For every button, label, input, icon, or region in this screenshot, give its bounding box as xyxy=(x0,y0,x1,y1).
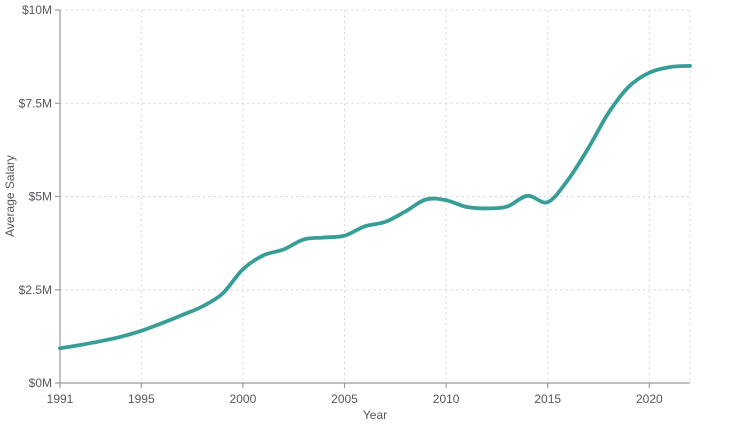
x-tick-label-2010: 2010 xyxy=(433,392,460,406)
y-tick-label-2.5: $2.5M xyxy=(19,283,52,297)
x-tick-label-2005: 2005 xyxy=(331,392,358,406)
x-tick-label-2000: 2000 xyxy=(230,392,257,406)
vertical-gridlines xyxy=(140,10,691,383)
y-tick-label-7.5: $7.5M xyxy=(19,96,52,110)
y-tick-label-10: $10M xyxy=(22,3,52,17)
y-tick-labels: $0M $2.5M $5M $7.5M $10M xyxy=(19,3,52,390)
x-tick-label-1991: 1991 xyxy=(47,392,74,406)
y-tick-label-0: $0M xyxy=(29,376,52,390)
x-tick-label-1995: 1995 xyxy=(128,392,155,406)
x-axis-title: Year xyxy=(363,408,387,422)
y-axis-title: Average Salary xyxy=(3,155,17,237)
x-tick-labels: 1991 1995 2000 2005 2010 2015 2020 xyxy=(47,392,663,406)
x-tick-label-2015: 2015 xyxy=(534,392,561,406)
salary-series-line xyxy=(58,64,692,351)
x-tick-label-2020: 2020 xyxy=(636,392,663,406)
tick-marks xyxy=(55,9,650,388)
horizontal-gridlines xyxy=(60,9,690,291)
y-tick-label-5: $5M xyxy=(29,190,52,204)
